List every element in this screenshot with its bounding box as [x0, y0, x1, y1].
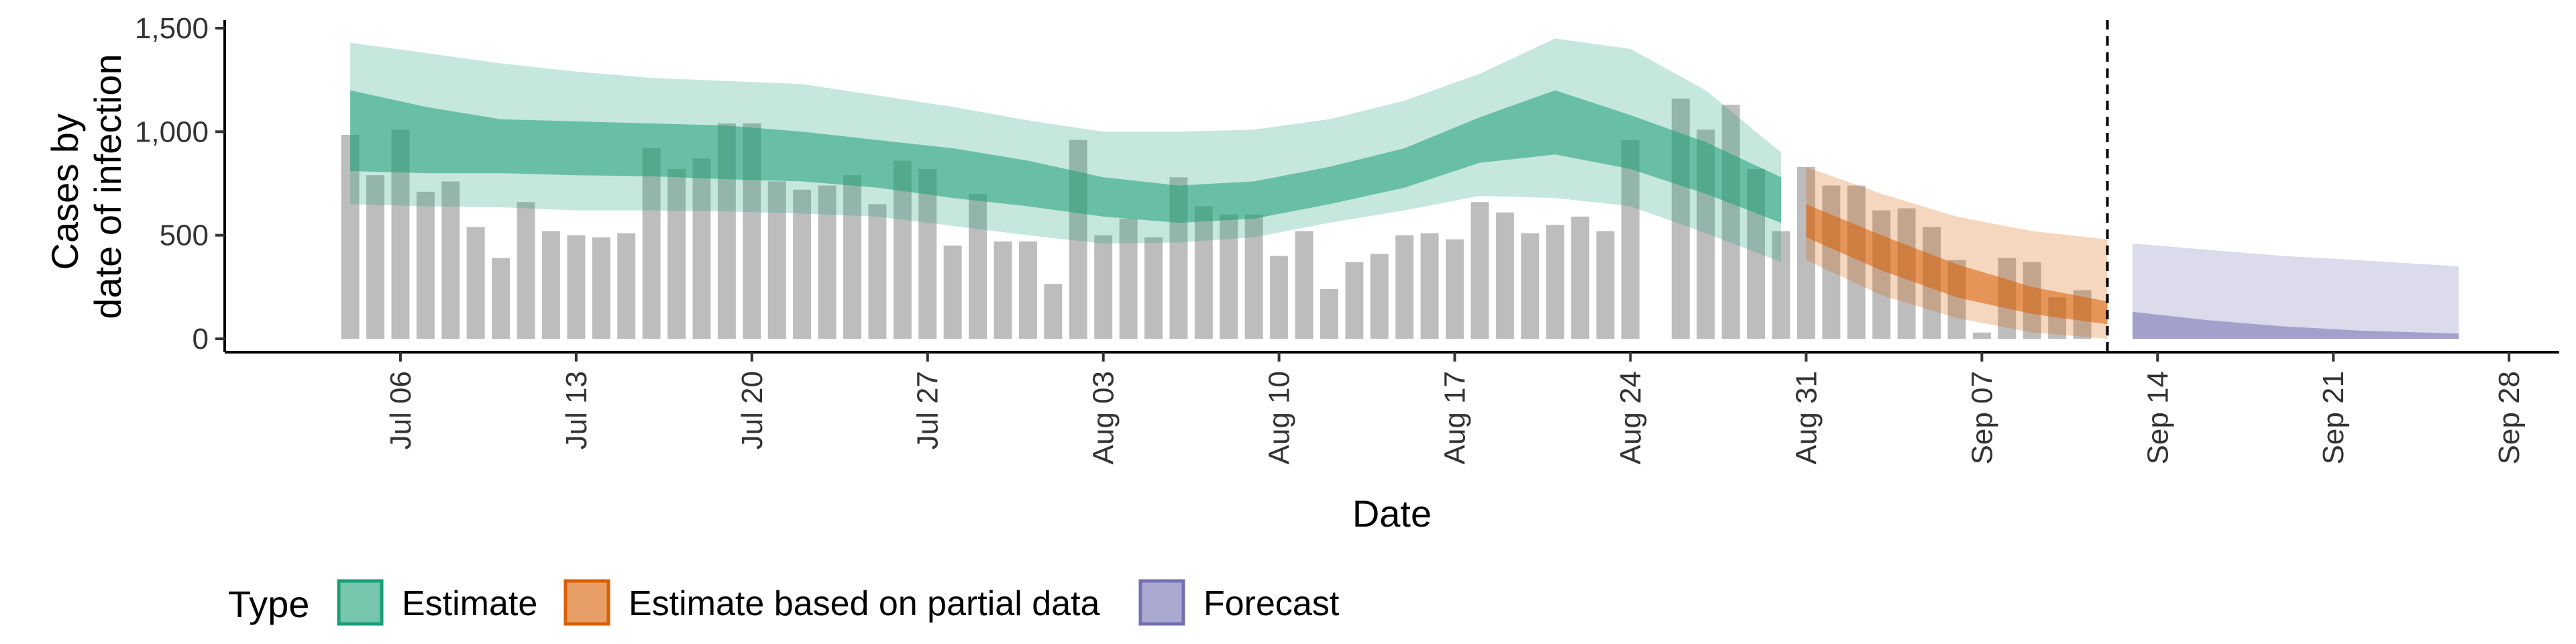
bar — [1796, 166, 1815, 339]
legend-label: Estimate based on partial data — [629, 584, 1100, 623]
axes-layer: 0 500 1,000 1,500 Jul 06 Jul 13 Jul 20 Jul 27 A… — [135, 12, 2559, 464]
bar — [592, 237, 610, 339]
bar — [1495, 212, 1514, 339]
bar — [1972, 332, 1991, 339]
inner-band — [2132, 311, 2459, 339]
inner-band — [350, 90, 1781, 223]
bar — [1320, 288, 1338, 339]
bar — [541, 231, 560, 339]
x-tick-label: Sep 28 — [2493, 371, 2526, 464]
x-tick-label: Jul 20 — [736, 371, 769, 449]
legend-title: Type — [228, 583, 309, 625]
bar — [1546, 225, 1564, 339]
bar — [692, 158, 711, 339]
bar — [1822, 185, 1841, 339]
outer-band — [2132, 244, 2459, 339]
y-axis-title: Cases by date of infection — [44, 54, 129, 319]
bar — [1144, 237, 1163, 339]
x-tick-label: Aug 24 — [1614, 371, 1647, 464]
bar — [767, 181, 786, 339]
bar — [366, 175, 384, 339]
legend-key — [1138, 579, 1185, 626]
bar — [441, 181, 460, 339]
x-tick-label: Aug 17 — [1439, 371, 1472, 464]
outer-band — [350, 38, 1781, 262]
bar — [416, 191, 435, 339]
legend-key — [564, 579, 610, 626]
x-tick-label: Jul 06 — [384, 371, 417, 449]
series-band — [1806, 166, 2108, 339]
legend: Type Estimate Estimate based on partial d… — [228, 579, 1340, 626]
x-tick-label: Sep 07 — [1966, 371, 1998, 464]
x-ticks: Jul 06 Jul 13 Jul 20 Jul 27 Aug 03 Aug 10 Aug … — [384, 352, 2526, 464]
bar — [1872, 210, 1891, 339]
x-tick-label: Aug 31 — [1790, 371, 1823, 464]
bands-layer — [350, 38, 2459, 339]
series-band — [2132, 244, 2459, 339]
x-tick-label: Jul 27 — [912, 371, 945, 449]
bar — [918, 168, 937, 339]
bar — [1119, 218, 1138, 339]
bar — [1395, 235, 1414, 339]
bars-layer — [341, 98, 2092, 339]
bar — [943, 246, 962, 339]
bar — [1220, 214, 1238, 339]
bar — [1721, 105, 1740, 339]
bar — [1596, 231, 1615, 339]
y-axis-title-line-2: date of infection — [87, 54, 129, 319]
bar — [994, 241, 1012, 339]
bar — [1420, 233, 1439, 339]
bar — [642, 148, 661, 339]
bar — [1470, 202, 1489, 339]
x-tick-label: Aug 10 — [1263, 371, 1296, 464]
bar — [1295, 231, 1313, 339]
series-band — [350, 38, 1781, 262]
x-tick-label: Jul 13 — [560, 371, 593, 449]
inner-band — [1806, 204, 2108, 325]
bar — [1194, 206, 1213, 339]
y-tick-label: 0 — [193, 323, 209, 356]
bar — [969, 193, 987, 339]
bar — [517, 202, 535, 339]
bar — [868, 204, 887, 339]
x-axis-title: Date — [1352, 492, 1432, 535]
y-tick-label: 1,000 — [135, 115, 209, 148]
bar — [1772, 231, 1790, 339]
y-tick-label: 500 — [160, 219, 209, 252]
y-axis-title-line-1: Cases by — [44, 113, 86, 270]
x-tick-label: Aug 03 — [1087, 371, 1120, 464]
bar — [1621, 140, 1640, 339]
x-tick-label: Sep 21 — [2317, 371, 2350, 464]
bar — [466, 227, 485, 339]
y-ticks: 0 500 1,000 1,500 — [135, 12, 225, 356]
legend-label: Estimate — [402, 584, 537, 623]
bar — [1847, 185, 1866, 339]
x-tick-label: Sep 14 — [2141, 371, 2174, 464]
bar — [1244, 214, 1263, 339]
bar — [1094, 235, 1113, 339]
bar — [1370, 254, 1389, 339]
bar — [1345, 262, 1364, 339]
bar — [843, 175, 861, 339]
bar — [1044, 284, 1063, 339]
bar — [793, 189, 812, 339]
bar — [1571, 216, 1590, 339]
bar — [617, 233, 636, 339]
bar — [1018, 241, 1037, 339]
bar — [1521, 233, 1540, 339]
legend-key — [337, 579, 384, 626]
bar — [667, 168, 686, 339]
bar — [818, 185, 837, 339]
bar — [567, 235, 586, 339]
bar — [492, 258, 511, 339]
bar — [1270, 256, 1289, 339]
bar — [1446, 239, 1464, 339]
y-tick-label: 1,500 — [135, 12, 209, 45]
legend-label: Forecast — [1203, 584, 1340, 623]
